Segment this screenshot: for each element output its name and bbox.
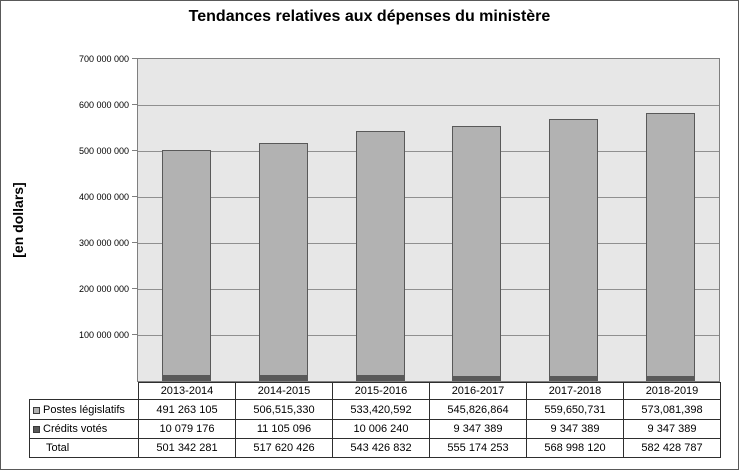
legend-swatch-icon <box>33 406 40 414</box>
value-cell: 10 079 176 <box>138 419 236 439</box>
bar-segment-credits-votes <box>162 375 210 380</box>
value-cell: 506,515,330 <box>235 399 333 420</box>
value-cell: 582 428 787 <box>623 438 721 458</box>
bar-segment-credits-votes <box>259 375 307 380</box>
row-total: Total 501 342 281 517 620 426 543 426 832 55… <box>29 438 721 458</box>
bar-2016-2017 <box>452 126 502 381</box>
y-tick-mark <box>132 242 137 243</box>
value-cell: 9 347 389 <box>429 419 527 439</box>
bar-2013-2014 <box>161 150 211 381</box>
value-cell: 10 006 240 <box>332 419 430 439</box>
legend-label: Crédits votés <box>43 423 108 435</box>
legend-cell: Crédits votés <box>29 419 139 439</box>
gridline <box>138 335 719 336</box>
year-cell: 2013-2014 <box>138 382 236 400</box>
value-cell: 9 347 389 <box>526 419 624 439</box>
year-cell: 2017-2018 <box>526 382 624 400</box>
bar-segment-credits-votes <box>647 376 695 380</box>
legend-swatch-icon <box>33 426 40 433</box>
value-cell: 11 105 096 <box>235 419 333 439</box>
y-tick-label: 500 000 000 <box>78 146 129 156</box>
value-cell: 568 998 120 <box>526 438 624 458</box>
legend-cell: Postes législatifs <box>29 399 139 420</box>
value-cell: 543 426 832 <box>332 438 430 458</box>
value-cell: 517 620 426 <box>235 438 333 458</box>
plot-area <box>137 58 720 382</box>
table-body: 2013-2014 2014-2015 2015-2016 2016-2017 2017… <box>29 382 721 458</box>
y-tick-mark <box>132 288 137 289</box>
y-tick-label: 400 000 000 <box>78 192 129 202</box>
year-cell: 2016-2017 <box>429 382 527 400</box>
value-cell: 533,420,592 <box>332 399 430 420</box>
table-header-row: 2013-2014 2014-2015 2015-2016 2016-2017 2017… <box>30 382 721 400</box>
legend-label: Total <box>46 442 70 454</box>
y-axis-label: [en dollars] <box>10 182 26 258</box>
bar-2018-2019 <box>646 113 696 381</box>
bar-segment-credits-votes <box>356 375 404 380</box>
y-tick-label: 700 000 000 <box>78 54 129 64</box>
gridline <box>138 243 719 244</box>
y-tick-label: 300 000 000 <box>78 238 129 248</box>
y-tick-mark <box>132 104 137 105</box>
bar-segment-credits-votes <box>453 376 501 380</box>
value-cell: 559,650,731 <box>526 399 624 420</box>
value-cell: 573,081,398 <box>623 399 721 420</box>
gridline <box>138 151 719 152</box>
bar-segment-credits-votes <box>550 376 598 380</box>
y-tick-mark <box>132 58 137 59</box>
bar-2015-2016 <box>355 131 405 381</box>
gridline <box>138 197 719 198</box>
value-cell: 491 263 105 <box>138 399 236 420</box>
y-tick-mark <box>132 334 137 335</box>
legend-label: Postes législatifs <box>43 403 125 416</box>
table-corner-blank <box>30 383 139 400</box>
y-tick-label: 200 000 000 <box>78 284 129 294</box>
year-cell: 2015-2016 <box>332 382 430 400</box>
chart-title: Tendances relatives aux dépenses du mini… <box>188 8 551 25</box>
data-table: 2013-2014 2014-2015 2015-2016 2016-2017 2017… <box>29 382 721 458</box>
year-cell: 2018-2019 <box>623 382 721 400</box>
legend-cell: Total <box>29 438 139 458</box>
y-tick-label: 100 000 000 <box>78 330 129 340</box>
y-tick-mark <box>132 196 137 197</box>
y-tick-label: 600 000 000 <box>78 100 129 110</box>
y-tick-mark <box>132 150 137 151</box>
bar-2017-2018 <box>549 119 599 381</box>
year-cell: 2014-2015 <box>235 382 333 400</box>
value-cell: 555 174 253 <box>429 438 527 458</box>
gridline <box>138 289 719 290</box>
row-credits-votes: Crédits votés 10 079 176 11 105 096 10 006 … <box>29 419 721 439</box>
value-cell: 501 342 281 <box>138 438 236 458</box>
row-postes-legislatifs: Postes législatifs 491 263 105 506,515,330… <box>29 399 721 420</box>
value-cell: 9 347 389 <box>623 419 721 439</box>
gridline <box>138 105 719 106</box>
value-cell: 545,826,864 <box>429 399 527 420</box>
bar-2014-2015 <box>258 143 308 381</box>
